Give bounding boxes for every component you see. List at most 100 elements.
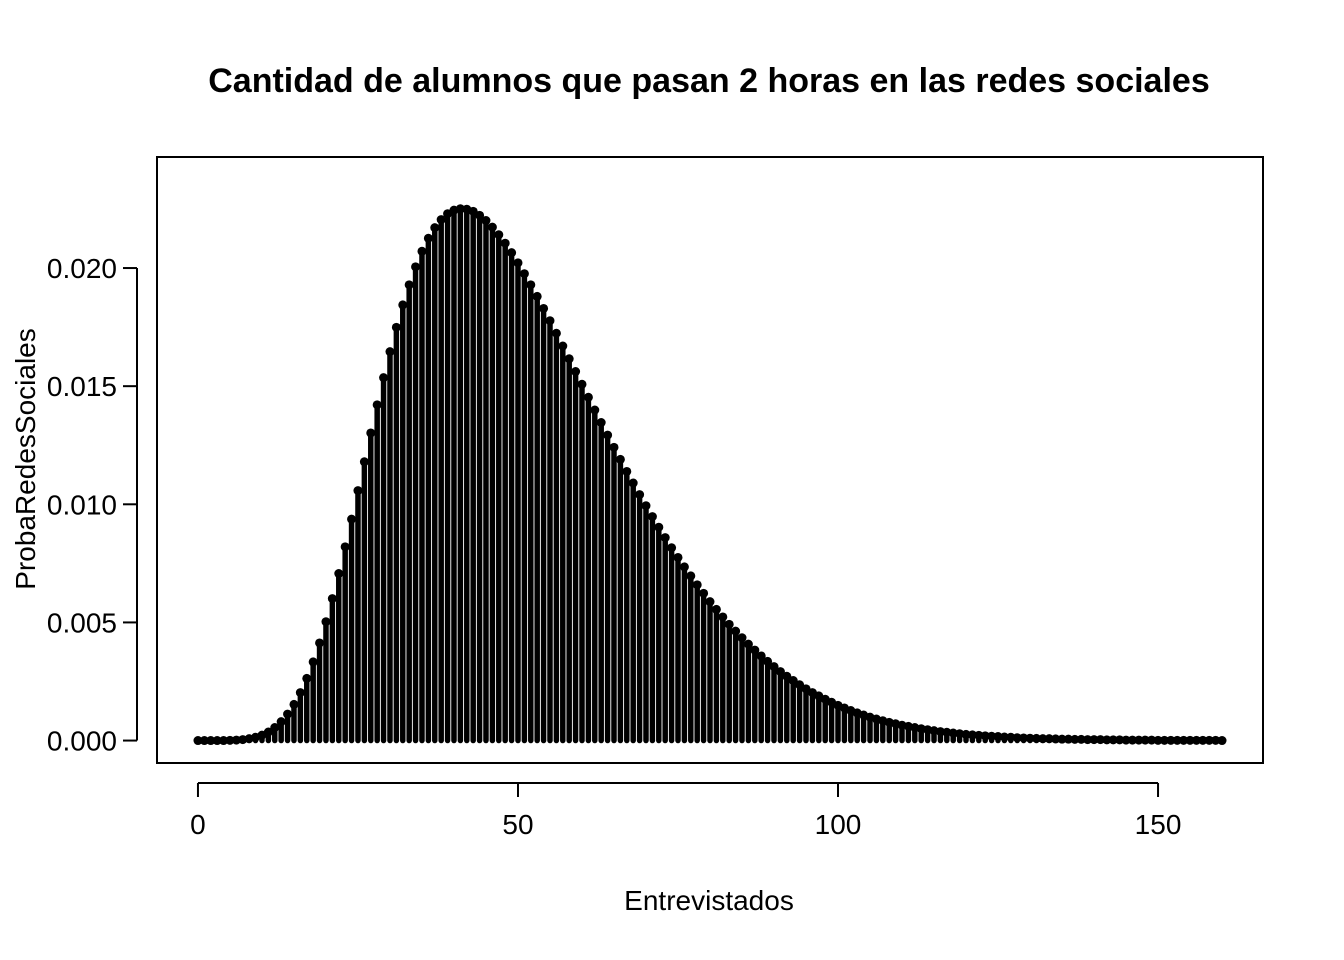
data-point — [750, 645, 760, 655]
data-point — [1191, 735, 1201, 745]
data-point — [961, 729, 971, 739]
data-point — [1198, 735, 1208, 745]
data-point — [769, 662, 779, 672]
data-point — [334, 569, 344, 579]
data-point — [532, 291, 542, 301]
data-point — [686, 571, 696, 581]
data-point — [974, 730, 984, 740]
data-point — [283, 709, 293, 719]
data-point — [212, 736, 222, 746]
data-point — [295, 688, 305, 698]
data-point — [647, 512, 657, 522]
data-point — [635, 490, 645, 500]
y-tick-label: 0.015 — [47, 371, 117, 402]
data-point — [430, 223, 440, 233]
data-point — [993, 732, 1003, 742]
data-point — [1185, 735, 1195, 745]
data-point — [724, 619, 734, 629]
y-tick-label: 0.005 — [47, 607, 117, 638]
data-point — [1166, 735, 1176, 745]
data-point — [1051, 734, 1061, 744]
data-point — [1083, 735, 1093, 745]
data-point — [475, 210, 485, 220]
data-point — [1217, 736, 1227, 746]
y-tick-label: 0.020 — [47, 253, 117, 284]
plot-frame — [156, 156, 1264, 764]
data-point — [539, 303, 549, 313]
data-point — [788, 676, 798, 686]
data-point — [500, 238, 510, 248]
data-point — [519, 269, 529, 279]
data-point — [654, 522, 664, 532]
data-point — [270, 723, 280, 733]
data-point — [795, 680, 805, 690]
data-point — [404, 280, 414, 290]
data-point — [507, 248, 517, 258]
data-point — [1204, 735, 1214, 745]
x-axis-ticks: 0 50 100 150 — [190, 783, 1181, 840]
data-point — [590, 405, 600, 415]
x-tick-label: 50 — [502, 809, 533, 840]
data-point — [481, 216, 491, 226]
data-point — [289, 699, 299, 709]
data-point — [455, 204, 465, 214]
data-point — [660, 533, 670, 543]
data-point — [411, 262, 421, 272]
data-point — [775, 667, 785, 677]
data-point — [276, 717, 286, 727]
data-point — [1159, 735, 1169, 745]
y-tick-label: 0.000 — [47, 726, 117, 757]
x-axis-label: Entrevistados — [624, 885, 794, 916]
data-point — [1012, 733, 1022, 743]
data-point — [199, 736, 209, 746]
x-tick-label: 0 — [190, 809, 206, 840]
data-point — [737, 633, 747, 643]
data-point — [1127, 735, 1137, 745]
data-point — [391, 322, 401, 332]
data-point — [1115, 735, 1125, 745]
data-point — [366, 428, 376, 438]
y-tick-label: 0.010 — [47, 489, 117, 520]
data-point — [1108, 735, 1118, 745]
data-point — [231, 735, 241, 745]
data-point — [692, 580, 702, 590]
data-point — [1153, 735, 1163, 745]
data-point — [564, 354, 574, 364]
x-tick-label: 150 — [1135, 809, 1182, 840]
data-point — [603, 430, 613, 440]
data-point — [327, 594, 337, 604]
data-point — [487, 222, 497, 232]
data-point — [980, 731, 990, 741]
data-point — [967, 730, 977, 740]
data-point — [628, 478, 638, 488]
data-point — [513, 258, 523, 268]
data-point — [321, 617, 331, 627]
data-point — [385, 347, 395, 357]
data-layer — [193, 204, 1227, 746]
data-point — [596, 418, 606, 428]
data-point — [679, 562, 689, 572]
data-point — [641, 501, 651, 511]
data-point — [558, 341, 568, 351]
data-point — [225, 735, 235, 745]
data-point — [315, 638, 325, 648]
data-point — [1147, 735, 1157, 745]
data-point — [551, 328, 561, 338]
data-point — [308, 657, 318, 667]
data-point — [609, 442, 619, 452]
data-point — [756, 651, 766, 661]
data-point — [1006, 732, 1016, 742]
data-point — [615, 454, 625, 464]
data-point — [1063, 734, 1073, 744]
data-point — [1031, 733, 1041, 743]
data-point — [398, 300, 408, 310]
data-point — [763, 656, 773, 666]
data-point — [1044, 734, 1054, 744]
data-point — [583, 392, 593, 402]
data-point — [1172, 735, 1182, 745]
y-axis-label: ProbaRedesSociales — [10, 328, 41, 590]
data-point — [526, 280, 536, 290]
data-point — [1076, 734, 1086, 744]
data-point — [782, 671, 792, 681]
